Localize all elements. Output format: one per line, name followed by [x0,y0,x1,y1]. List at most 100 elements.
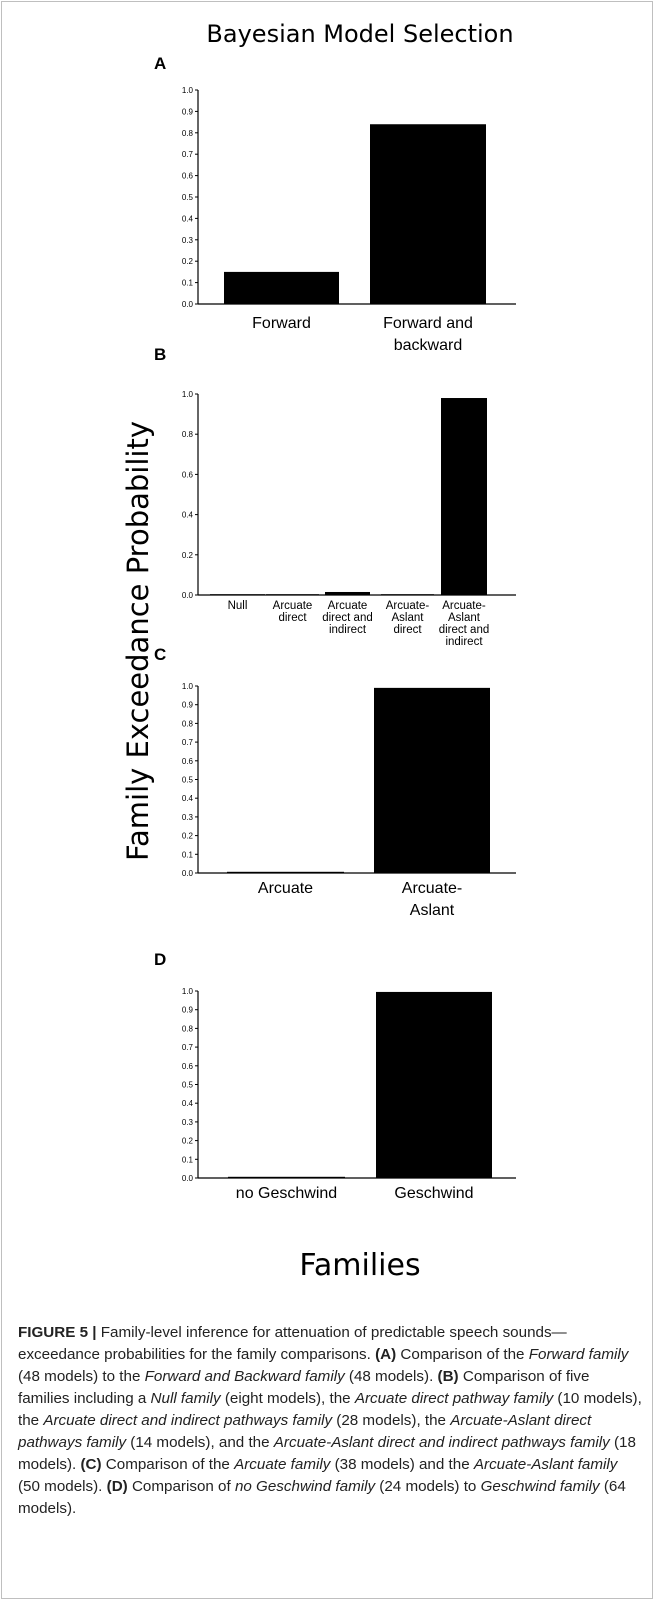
y-tick-label-c-10: 1.0 [182,682,194,691]
caption-segment: Arcuate direct pathway family [354,1390,554,1407]
caption-segment: Arcuate-Aslant family [473,1456,618,1473]
category-label-b-2: Arcuate direct and indirect [322,600,373,636]
caption-segment: Family-level inference for attenuation o… [18,1324,567,1363]
y-tick-label-a-4: 0.4 [182,214,194,223]
bar-b-0 [210,594,265,595]
y-tick-label-c-8: 0.8 [182,719,194,728]
y-tick-label-a-10: 1.0 [182,86,194,95]
y-tick-label-c-2: 0.2 [182,832,194,841]
bar-b-2 [325,591,370,595]
caption-segment: Comparison of [127,1478,235,1495]
y-tick-label-d-1: 0.1 [182,1155,194,1164]
category-label-a-0: Forward [252,315,311,332]
caption-segment: Arcuate-Aslant direct and indirect pathw… [273,1434,610,1451]
category-label-b-4: Arcuate-Aslant direct and indirect [439,600,490,648]
caption-segment: (A) [375,1346,397,1363]
y-tick-label-b-3: 0.6 [182,470,194,479]
bar-b-4 [441,398,487,595]
caption-segment: (C) [80,1456,102,1473]
panel-label-b: B [154,345,167,364]
caption-segment: (48 models). [344,1368,438,1385]
panel-label-c: C [154,645,167,664]
y-tick-label-a-5: 0.5 [182,193,194,202]
caption-segment: Forward and Backward family [144,1368,345,1385]
y-tick-label-a-0: 0.0 [182,300,194,309]
y-tick-label-c-6: 0.6 [182,757,194,766]
caption-segment: Arcuate-Aslant direct pathways family [18,1412,592,1451]
panel-label-d: D [154,950,167,969]
figure-title: Bayesian Model Selection [206,20,514,48]
y-tick-label-a-9: 0.9 [182,107,194,116]
bar-c-1 [374,687,490,873]
caption-segment: Comparison of the [101,1456,235,1473]
caption-segment: Arcuate direct and indirect pathways fam… [43,1412,333,1429]
caption-segment: (48 models) to the [18,1368,145,1385]
y-tick-label-a-3: 0.3 [182,236,194,245]
y-tick-label-c-7: 0.7 [182,738,194,747]
bar-b-3 [381,594,434,595]
y-tick-label-d-8: 0.8 [182,1024,194,1033]
caption-segment: Comparison of five families including a [18,1368,590,1407]
y-tick-label-d-4: 0.4 [182,1099,194,1108]
y-tick-label-a-7: 0.7 [182,150,194,159]
bar-d-1 [376,991,492,1178]
category-label-d-1: Geschwind [394,1185,473,1202]
caption-segment: (14 models), and the [126,1434,274,1451]
caption-label: FIGURE 5 | [18,1324,97,1341]
figure-caption: FIGURE 5 | Family-level inference for at… [18,1322,642,1520]
caption-segment: Forward family [528,1346,629,1363]
y-tick-label-c-1: 0.1 [182,850,194,859]
x-axis-label: Families [299,1248,421,1283]
y-tick-label-a-2: 0.2 [182,257,194,266]
caption-segment: (38 models) and the [330,1456,474,1473]
panel-label-a: A [154,54,167,73]
caption-segment: (B) [437,1368,459,1385]
y-tick-label-b-5: 1.0 [182,390,194,399]
category-label-c-1: Arcuate-Aslant [402,880,462,919]
caption-segment: Comparison of the [396,1346,529,1363]
caption-segment: no Geschwind family [234,1478,376,1495]
y-tick-label-a-8: 0.8 [182,129,194,138]
y-tick-label-d-5: 0.5 [182,1081,194,1090]
caption-segment: (eight models), the [220,1390,355,1407]
category-label-b-1: Arcuate direct [273,600,313,624]
y-tick-label-b-2: 0.4 [182,511,194,520]
y-tick-label-d-9: 0.9 [182,1006,194,1015]
caption-segment: (50 models). [18,1478,107,1495]
caption-segment: (24 models) to [375,1478,481,1495]
y-tick-label-b-4: 0.8 [182,430,194,439]
category-label-a-1: Forward and backward [383,315,473,354]
y-tick-label-c-4: 0.4 [182,794,194,803]
bar-d-0 [228,1176,345,1178]
y-tick-label-c-3: 0.3 [182,813,194,822]
y-tick-label-a-6: 0.6 [182,172,194,181]
caption-segment: Null family [150,1390,221,1407]
y-tick-label-c-5: 0.5 [182,776,194,785]
bar-b-1 [266,594,319,595]
y-tick-label-b-0: 0.0 [182,591,194,600]
y-tick-label-d-2: 0.2 [182,1137,194,1146]
bar-a-1 [370,124,486,305]
category-label-b-3: Arcuate-Aslant direct [386,600,430,636]
bar-a-0 [224,271,339,304]
y-tick-label-c-9: 0.9 [182,701,194,710]
y-tick-label-d-7: 0.7 [182,1043,194,1052]
caption-segment: (28 models), the [332,1412,451,1429]
caption-segment: (64 models). [18,1478,626,1517]
caption-segment: (D) [106,1478,128,1495]
y-tick-label-d-6: 0.6 [182,1062,194,1071]
category-label-b-0: Null [228,600,248,612]
caption-segment: (10 models), the [18,1390,642,1429]
y-tick-label-d-10: 1.0 [182,987,194,996]
category-label-c-0: Arcuate [258,880,313,897]
bar-c-0 [227,871,344,873]
y-tick-label-d-3: 0.3 [182,1118,194,1127]
y-tick-label-a-1: 0.1 [182,279,194,288]
y-tick-label-c-0: 0.0 [182,869,194,878]
y-tick-label-b-1: 0.2 [182,551,194,560]
caption-segment: (18 models). [18,1434,636,1473]
caption-segment: Arcuate family [234,1456,331,1473]
caption-segment: Geschwind family [480,1478,600,1495]
